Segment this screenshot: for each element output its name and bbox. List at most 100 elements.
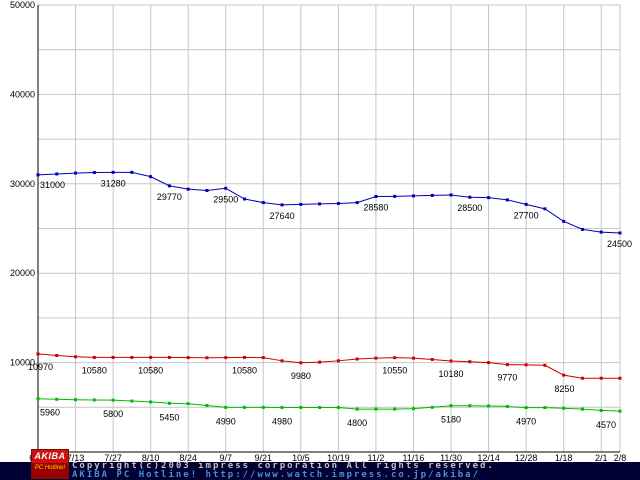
red-series-marker [580, 376, 584, 380]
green-series-marker [562, 406, 566, 410]
green-series-marker [55, 397, 59, 401]
red-series-marker [205, 356, 209, 360]
green-series-marker [280, 405, 284, 409]
green-series-marker [393, 407, 397, 411]
green-series-marker [299, 405, 303, 409]
akiba-logo-subtitle: PC Hotline! [32, 463, 68, 478]
blue-series-marker [92, 171, 96, 175]
red-series-marker [111, 355, 115, 359]
blue-series-marker [580, 227, 584, 231]
blue-series-marker [430, 193, 434, 197]
red-series-marker [505, 363, 509, 367]
blue-series-marker [224, 186, 228, 190]
red-series-marker [130, 355, 134, 359]
blue-series-marker [618, 231, 622, 235]
green-series-marker [430, 405, 434, 409]
green-series-marker [36, 397, 40, 401]
green-series-marker [74, 398, 78, 402]
green-series-marker [487, 404, 491, 408]
green-series-marker [186, 402, 190, 406]
red-series-marker [74, 355, 78, 359]
red-series-marker [261, 356, 265, 360]
blue-series-marker [280, 203, 284, 207]
copyright-text: Copyright(c)2003 impress corporation All… [72, 461, 495, 471]
blue-series-marker [205, 189, 209, 193]
blue-series-marker [505, 198, 509, 202]
blue-series-marker [411, 194, 415, 198]
value-label: 10970 [28, 362, 53, 372]
x-axis-label: 2/1 [595, 453, 608, 463]
green-series-marker [149, 400, 153, 404]
blue-series-marker [111, 170, 115, 174]
green-series-marker [411, 407, 415, 411]
blue-series-marker [261, 201, 265, 205]
value-label: 10580 [82, 365, 107, 375]
green-series-marker [580, 407, 584, 411]
value-label: 31280 [101, 178, 126, 188]
blue-series-marker [355, 201, 359, 205]
green-series-marker [618, 409, 622, 413]
blue-series-marker [562, 219, 566, 223]
green-series-marker [318, 405, 322, 409]
blue-series-marker [599, 230, 603, 234]
value-label: 5180 [441, 415, 461, 425]
x-axis-label: 1/18 [555, 453, 573, 463]
red-series-marker [280, 359, 284, 363]
x-axis-label: 8/10 [142, 453, 160, 463]
red-series-marker [355, 357, 359, 361]
x-axis-label: 7/13 [67, 453, 85, 463]
value-label: 5800 [103, 409, 123, 419]
blue-series-marker [543, 207, 547, 211]
red-series-marker [487, 361, 491, 365]
site-url-text: AKIBA PC Hotline! http://www.watch.impre… [72, 470, 481, 480]
blue-series-marker [374, 194, 378, 198]
blue-series-marker [487, 196, 491, 200]
value-label: 9980 [291, 371, 311, 381]
red-series-marker [92, 355, 96, 359]
value-label: 10180 [439, 369, 464, 379]
red-series-marker [468, 360, 472, 364]
red-series-marker [411, 356, 415, 360]
red-series-line [37, 353, 620, 379]
value-label: 10550 [382, 366, 407, 376]
blue-series-marker [318, 202, 322, 206]
value-label: 5450 [159, 412, 179, 422]
red-series-marker [543, 363, 547, 367]
green-series-marker [468, 404, 472, 408]
x-axis-label: 2/8 [614, 453, 627, 463]
blue-series-marker [36, 173, 40, 177]
red-series-marker [149, 355, 153, 359]
blue-series-marker [130, 170, 134, 174]
green-series-marker [130, 399, 134, 403]
x-axis-label: 9/21 [255, 453, 273, 463]
akiba-pc-hotline-logo: AKIBA PC Hotline! [31, 449, 69, 479]
x-axis-label: 11/30 [440, 453, 462, 463]
green-series-marker [167, 401, 171, 405]
price-history-chart: 10000200003000040000500006/297/137/278/1… [10, 0, 632, 463]
value-label: 10580 [232, 365, 257, 375]
green-series-marker [205, 404, 209, 408]
blue-series-marker [336, 201, 340, 205]
y-axis-label: 50000 [10, 0, 35, 10]
value-label: 10580 [138, 365, 163, 375]
blue-series-marker [167, 184, 171, 188]
value-label: 27700 [514, 210, 539, 220]
red-series-marker [430, 357, 434, 361]
red-series-marker [374, 356, 378, 360]
x-axis-label: 12/14 [477, 453, 500, 463]
value-label: 24500 [607, 239, 632, 249]
red-series-marker [562, 373, 566, 377]
green-series-marker [355, 407, 359, 411]
blue-series-marker [449, 193, 453, 197]
x-axis-label: 9/7 [219, 453, 232, 463]
red-series-marker [167, 355, 171, 359]
y-axis-label: 30000 [10, 179, 35, 189]
blue-series-line [37, 171, 621, 234]
green-series-marker [111, 398, 115, 402]
green-series-marker [524, 406, 528, 410]
footer-bar: Copyright(c)2003 impress corporation All… [0, 462, 640, 480]
value-label: 29770 [157, 192, 182, 202]
y-axis-label: 40000 [10, 89, 35, 99]
blue-series-marker [74, 171, 78, 175]
